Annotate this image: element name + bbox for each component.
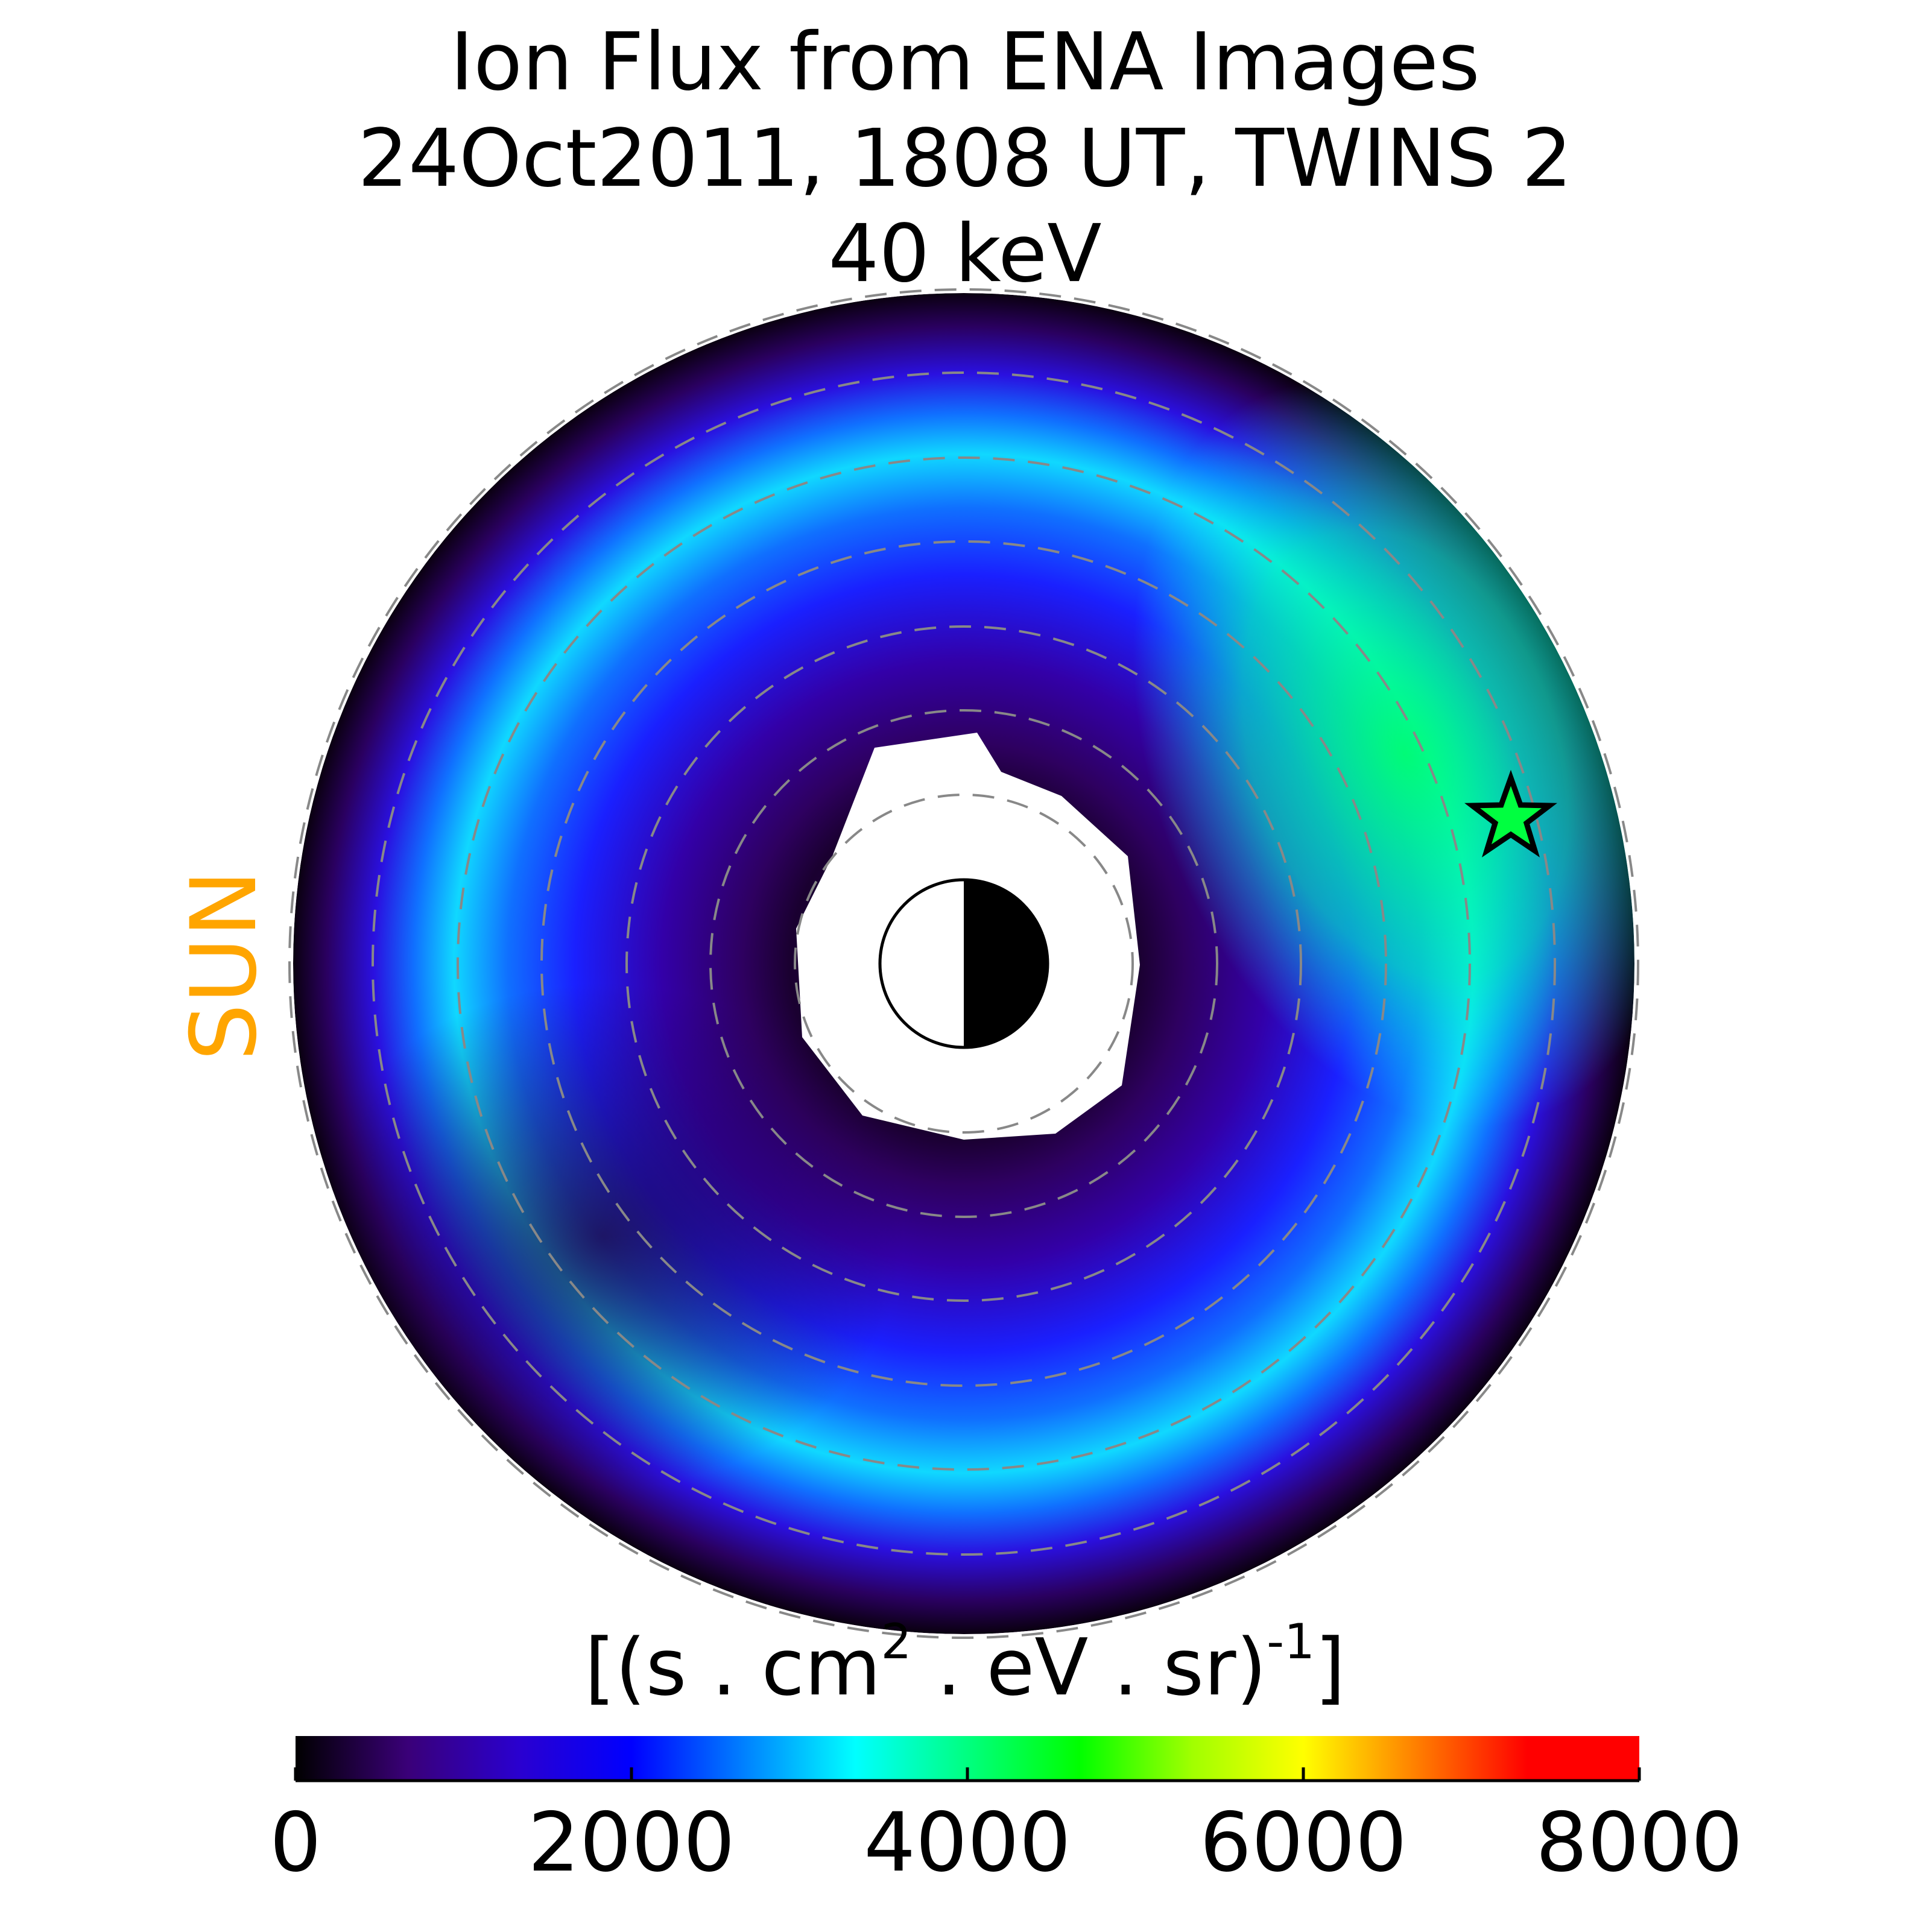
colorbar-tick-label: 2000 (528, 1795, 735, 1890)
earth (878, 878, 1049, 1049)
colorbar-label-part: [(s . cm (584, 1621, 881, 1713)
colorbar-tick-label: 8000 (1536, 1795, 1743, 1890)
title-line: 24Oct2011, 1808 UT, TWINS 2 (358, 112, 1572, 205)
sun-label: SUN (172, 870, 277, 1061)
spacecraft-star (1464, 769, 1557, 857)
colorbar: 0 2000 4000 6000 8000 (270, 1736, 1743, 1890)
flux-low (302, 983, 905, 1489)
colorbar-label-part: 2 (881, 1614, 912, 1670)
colorbar-label-part: ] (1315, 1621, 1346, 1713)
title-line: Ion Flux from ENA Images (450, 16, 1479, 109)
colorbar-label: [(s . cm2 . eV . sr)-1] (584, 1614, 1345, 1713)
colorbar-tick-label: 0 (270, 1795, 321, 1890)
colorbar-tick-label: 6000 (1200, 1795, 1407, 1890)
colorbar-tick-label: 4000 (864, 1795, 1071, 1890)
l-shell-circles (288, 288, 1639, 1639)
colorbar-label-part: . eV . sr) (911, 1621, 1267, 1713)
title-line: 40 keV (828, 207, 1101, 300)
colorbar-label-part: -1 (1267, 1614, 1315, 1670)
